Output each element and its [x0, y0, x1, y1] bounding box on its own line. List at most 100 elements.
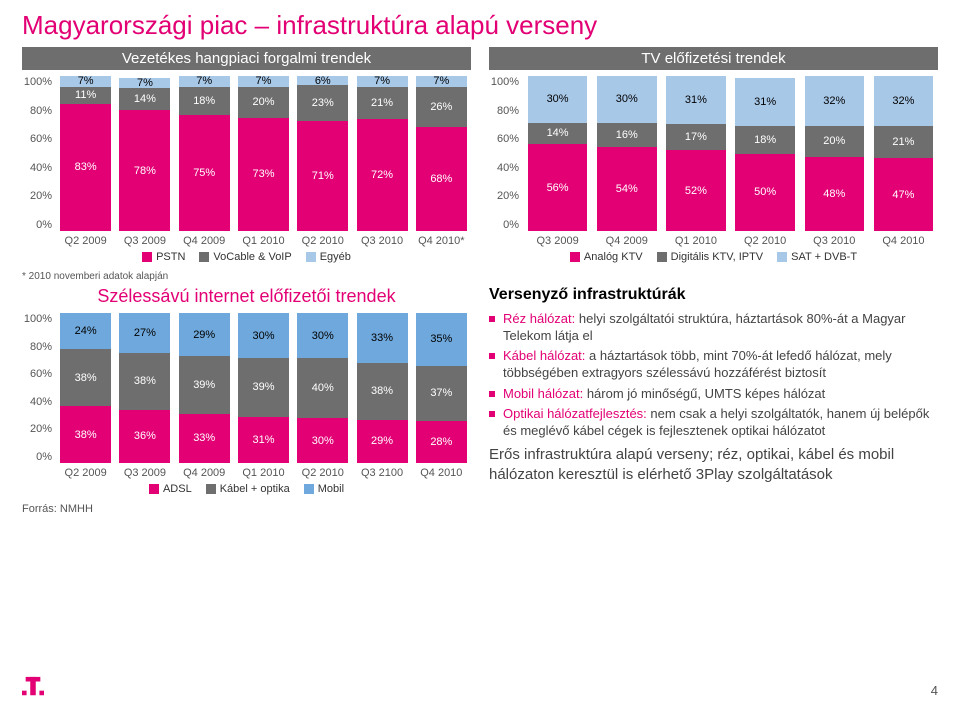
legend-item: Egyéb: [306, 251, 351, 263]
stacked-bar: 83%11%7%: [60, 76, 111, 231]
bar-value-label: 29%: [193, 329, 215, 341]
x-tick-label: Q3 2009: [523, 235, 592, 247]
legend-label: Digitális KTV, IPTV: [671, 251, 764, 263]
bar-value-label: 16%: [616, 129, 638, 141]
bar-value-label: 35%: [430, 333, 452, 345]
bar-segment: 6%: [297, 76, 348, 85]
bar-value-label: 38%: [75, 429, 97, 441]
bar-value-label: 37%: [430, 387, 452, 399]
stacked-bar: 52%17%31%: [666, 76, 725, 231]
y-tick-label: 20%: [22, 423, 52, 435]
bar-segment: 31%: [666, 76, 725, 124]
bar-segment: 14%: [119, 88, 170, 110]
bar-column: 71% 23% 6%: [293, 76, 352, 231]
bar-column: 68%26%7%: [412, 76, 471, 231]
bar-segment: 37%: [416, 366, 467, 422]
bar-value-label: 23%: [312, 97, 334, 109]
bar-value-label: 21%: [371, 97, 393, 109]
bar-column: 48%20%32%: [800, 76, 869, 231]
bar-column: 33% 39% 29%: [175, 313, 234, 463]
bar-segment: 28%: [416, 421, 467, 463]
stacked-bar: 30%40%30%: [297, 313, 348, 463]
info-bullet: Optikai hálózatfejlesztés: nem csak a he…: [489, 405, 938, 439]
source-label: Forrás: NMHH: [22, 503, 471, 515]
bar-segment: 21%: [357, 87, 408, 120]
bar-column: 56%14%30%: [523, 76, 592, 231]
legend-swatch: [777, 252, 787, 262]
x-tick-label: Q1 2010: [661, 235, 730, 247]
bar-segment: 21%: [874, 126, 933, 159]
x-tick-label: Q4 2009: [175, 467, 234, 479]
bar-column: 28% 37% 35%: [412, 313, 471, 463]
bar-value-label: 7%: [374, 75, 390, 87]
bar-column: 73%20%7%: [234, 76, 293, 231]
bar-segment: 35%: [416, 313, 467, 366]
chart-title: Szélessávú internet előfizetői trendek: [22, 286, 471, 307]
bar-value-label: 18%: [193, 95, 215, 107]
bar-value-label: 27%: [134, 327, 156, 339]
bar-value-label: 52%: [685, 185, 707, 197]
info-bullet-list: Réz hálózat: helyi szolgáltatói struktúr…: [489, 310, 938, 439]
bar-segment: 20%: [805, 126, 864, 157]
bar-segment: 71%: [297, 121, 348, 231]
top-charts-row: Vezetékes hangpiaci forgalmi trendek0%20…: [22, 47, 938, 263]
legend-item: Kábel + optika: [206, 483, 290, 495]
y-tick-label: 20%: [489, 190, 519, 202]
bullet-accent: Mobil hálózat:: [503, 386, 583, 401]
legend-swatch: [142, 252, 152, 262]
bar-value-label: 11%: [75, 89, 96, 101]
legend-item: SAT + DVB-T: [777, 251, 857, 263]
page-title: Magyarországi piac – infrastruktúra alap…: [22, 10, 938, 41]
stacked-bar: 38%38%24%: [60, 313, 111, 463]
stacked-bar: 72% 21% 7%: [357, 76, 408, 231]
chart-plot-area: 0%20%40%60%80%100%83%11%7%78%14%7%75%18%…: [22, 76, 471, 231]
bar-segment: 33%: [179, 414, 230, 463]
y-axis: 0%20%40%60%80%100%: [22, 76, 56, 231]
bar-column: 54%16%30%: [592, 76, 661, 231]
bar-column: 52%17%31%: [661, 76, 730, 231]
bar-value-label: 54%: [616, 183, 638, 195]
bar-segment: 27%: [119, 313, 170, 353]
legend-swatch: [149, 484, 159, 494]
bar-segment: 38%: [60, 406, 111, 463]
plot: 83%11%7%78%14%7%75%18%7%73%20%7%71%23%6%…: [56, 76, 471, 231]
bar-segment: 39%: [238, 358, 289, 417]
bar-value-label: 33%: [193, 432, 215, 444]
bar-value-label: 31%: [252, 434, 274, 446]
bar-value-label: 32%: [823, 95, 845, 107]
x-tick-label: Q3 2009: [115, 467, 174, 479]
bar-segment: 7%: [416, 76, 467, 87]
legend-item: ADSL: [149, 483, 192, 495]
bar-value-label: 38%: [134, 375, 156, 387]
info-bullet: Réz hálózat: helyi szolgáltatói struktúr…: [489, 310, 938, 344]
bar-segment: 11%: [60, 87, 111, 104]
x-tick-label: Q2 2010: [293, 235, 352, 247]
bar-value-label: 21%: [892, 136, 914, 148]
stacked-bar: 50%18%31%: [735, 76, 794, 231]
bar-segment: 30%: [297, 418, 348, 463]
y-tick-label: 100%: [22, 313, 52, 325]
bar-value-label: 78%: [134, 165, 156, 177]
bar-value-label: 39%: [193, 379, 215, 391]
y-tick-label: 0%: [22, 219, 52, 231]
bar-segment: 7%: [60, 76, 111, 87]
bar-value-label: 14%: [134, 93, 156, 105]
bar-column: 78%14%7%: [115, 76, 174, 231]
bar-value-label: 56%: [547, 182, 569, 194]
bar-column: 31%39%30%: [234, 313, 293, 463]
stacked-bar: 54%16%30%: [597, 76, 656, 231]
bar-value-label: 24%: [75, 325, 97, 337]
legend-label: VoCable & VoIP: [213, 251, 291, 263]
bar-segment: 72%: [357, 119, 408, 231]
legend-item: VoCable & VoIP: [199, 251, 291, 263]
bar-column: 30%40%30%: [293, 313, 352, 463]
y-tick-label: 40%: [22, 162, 52, 174]
stacked-bar: 68%26%7%: [416, 76, 467, 231]
bar-column: 50%18%31%: [731, 76, 800, 231]
x-axis: Q3 2009Q4 2009Q1 2010Q2 2010Q3 2010Q4 20…: [523, 235, 938, 247]
x-tick-label: Q3 2010: [800, 235, 869, 247]
legend-swatch: [206, 484, 216, 494]
bar-value-label: 30%: [312, 435, 334, 447]
bar-segment: 32%: [805, 76, 864, 126]
bar-segment: 7%: [357, 76, 408, 87]
